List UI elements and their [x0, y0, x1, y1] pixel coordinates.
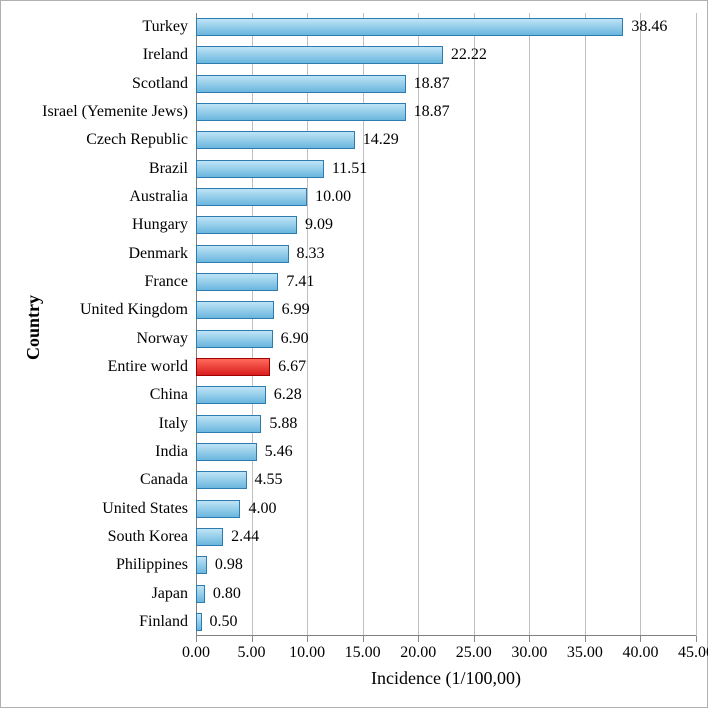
x-tick-mark	[418, 636, 419, 642]
bar-value-label: 4.55	[255, 471, 283, 489]
bar	[196, 556, 207, 574]
x-tick-mark	[196, 636, 197, 642]
y-category-label: Finland	[139, 613, 188, 631]
y-category-label: Philippines	[116, 556, 188, 574]
bar	[196, 273, 278, 291]
x-tick-label: 20.00	[400, 644, 436, 662]
x-tick-label: 15.00	[345, 644, 381, 662]
x-tick-mark	[696, 636, 697, 642]
bar	[196, 386, 266, 404]
bar-value-label: 6.99	[282, 301, 310, 319]
bar-value-label: 0.50	[210, 613, 238, 631]
bar-value-label: 18.87	[414, 103, 450, 121]
bar-value-label: 38.46	[631, 18, 667, 36]
x-gridline	[529, 13, 530, 636]
x-tick-mark	[252, 636, 253, 642]
bar	[196, 131, 355, 149]
y-category-label: United States	[102, 500, 188, 518]
x-tick-label: 5.00	[238, 644, 266, 662]
x-tick-label: 35.00	[567, 644, 603, 662]
bar-value-label: 9.09	[305, 216, 333, 234]
bar	[196, 103, 406, 121]
y-category-label: Canada	[140, 471, 188, 489]
x-axis-title: Incidence (1/100,00)	[371, 668, 521, 689]
bar	[196, 585, 205, 603]
bar	[196, 188, 307, 206]
x-gridline	[585, 13, 586, 636]
bar-value-label: 11.51	[332, 160, 367, 178]
y-category-label: Denmark	[128, 245, 188, 263]
bar-value-label: 8.33	[297, 245, 325, 263]
y-category-label: India	[155, 443, 188, 461]
bar-value-label: 6.90	[281, 330, 309, 348]
y-category-label: Scotland	[132, 75, 188, 93]
bar	[196, 245, 289, 263]
y-category-label: Japan	[152, 585, 188, 603]
y-category-label: China	[150, 386, 188, 404]
bar-value-label: 7.41	[286, 273, 314, 291]
x-tick-label: 40.00	[622, 644, 658, 662]
x-gridline	[696, 13, 697, 636]
y-category-label: France	[144, 273, 188, 291]
x-tick-label: 25.00	[456, 644, 492, 662]
y-category-label: Ireland	[143, 46, 188, 64]
bar-highlight	[196, 358, 270, 376]
bar	[196, 443, 257, 461]
x-gridline	[474, 13, 475, 636]
bar-value-label: 6.28	[274, 386, 302, 404]
bar-value-label: 22.22	[451, 46, 487, 64]
y-category-label: Czech Republic	[86, 131, 188, 149]
y-category-label: Norway	[136, 330, 188, 348]
x-tick-mark	[640, 636, 641, 642]
bar-value-label: 2.44	[231, 528, 259, 546]
bar	[196, 471, 247, 489]
x-axis-line	[196, 635, 696, 636]
bar	[196, 528, 223, 546]
y-category-label: Italy	[159, 415, 188, 433]
y-category-label: Israel (Yemenite Jews)	[42, 103, 188, 121]
bar	[196, 216, 297, 234]
bar-value-label: 4.00	[248, 500, 276, 518]
x-tick-label: 45.00	[678, 644, 708, 662]
bar-value-label: 14.29	[363, 131, 399, 149]
bar-value-label: 5.46	[265, 443, 293, 461]
y-category-label: South Korea	[108, 528, 188, 546]
y-category-label: Turkey	[142, 18, 188, 36]
bar	[196, 160, 324, 178]
x-tick-mark	[474, 636, 475, 642]
x-tick-mark	[363, 636, 364, 642]
plot-area: 38.4622.2218.8718.8714.2911.5110.009.098…	[196, 13, 696, 636]
bar	[196, 18, 623, 36]
bar-value-label: 0.98	[215, 556, 243, 574]
bar-value-label: 18.87	[414, 75, 450, 93]
x-tick-mark	[585, 636, 586, 642]
bar-value-label: 6.67	[278, 358, 306, 376]
bar-value-label: 10.00	[315, 188, 351, 206]
x-gridline	[640, 13, 641, 636]
bar	[196, 301, 274, 319]
bar	[196, 613, 202, 631]
y-axis-title: Country	[23, 294, 44, 359]
bar-value-label: 0.80	[213, 585, 241, 603]
x-tick-mark	[307, 636, 308, 642]
y-category-label: Australia	[129, 188, 188, 206]
y-category-label: Brazil	[149, 160, 188, 178]
bar	[196, 415, 261, 433]
bar-value-label: 5.88	[269, 415, 297, 433]
bar	[196, 330, 273, 348]
x-tick-label: 30.00	[511, 644, 547, 662]
y-category-label: Entire world	[108, 358, 188, 376]
y-category-label: United Kingdom	[80, 301, 188, 319]
bar	[196, 75, 406, 93]
bar	[196, 500, 240, 518]
x-tick-mark	[529, 636, 530, 642]
bar	[196, 46, 443, 64]
chart-frame: 38.4622.2218.8718.8714.2911.5110.009.098…	[0, 0, 708, 708]
x-tick-label: 10.00	[289, 644, 325, 662]
y-category-label: Hungary	[132, 216, 188, 234]
x-tick-label: 0.00	[182, 644, 210, 662]
